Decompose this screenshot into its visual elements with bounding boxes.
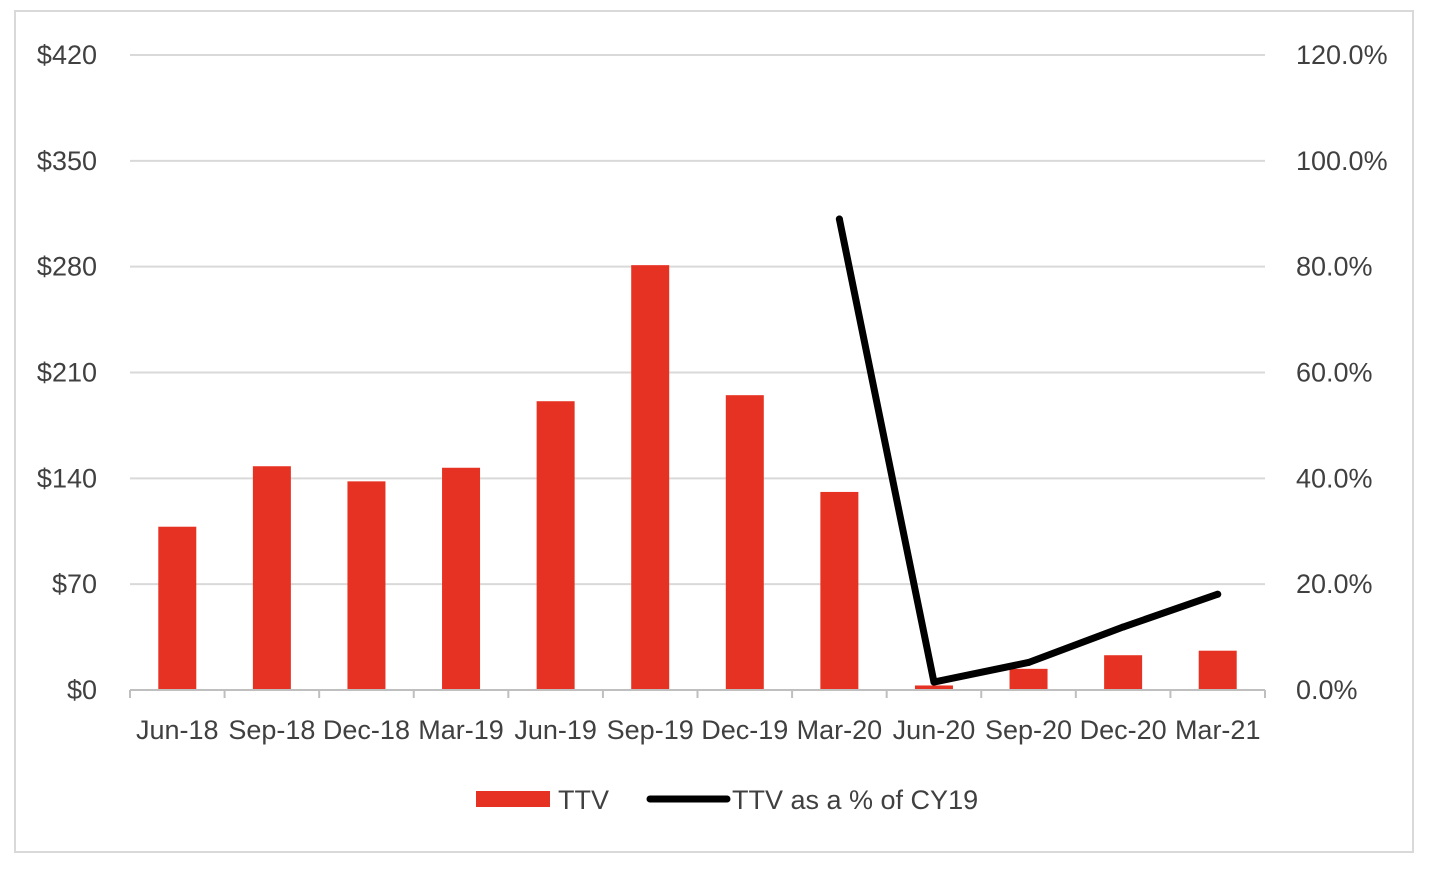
y-left-tick-label: $70	[52, 569, 97, 599]
y-right-tick-label: 40.0%	[1296, 463, 1373, 493]
y-right-tick-label: 20.0%	[1296, 569, 1373, 599]
bar-ttv	[1198, 650, 1237, 690]
y-left-tick-label: $0	[67, 675, 97, 705]
bar-ttv	[820, 491, 859, 690]
x-tick-label: Mar-21	[1175, 715, 1261, 745]
bar-ttv	[442, 467, 481, 690]
y-left-tick-label: $210	[37, 358, 97, 388]
x-tick-label: Jun-18	[136, 715, 219, 745]
bar-ttv	[725, 395, 764, 690]
x-tick-label: Dec-20	[1080, 715, 1167, 745]
x-tick-label: Dec-18	[323, 715, 410, 745]
x-tick-label: Mar-19	[418, 715, 504, 745]
bar-ttv	[158, 526, 197, 690]
x-tick-label: Sep-20	[985, 715, 1072, 745]
y-right-tick-label: 120.0%	[1296, 40, 1388, 70]
y-left-tick-label: $350	[37, 146, 97, 176]
y-right-tick-label: 60.0%	[1296, 358, 1373, 388]
y-left-tick-label: $420	[37, 40, 97, 70]
bar-ttv	[914, 685, 953, 690]
x-tick-label: Sep-18	[228, 715, 315, 745]
y-left-tick-label: $140	[37, 463, 97, 493]
x-tick-label: Jun-20	[893, 715, 976, 745]
y-left-tick-label: $280	[37, 252, 97, 282]
line-point	[1119, 623, 1127, 631]
legend-swatch-ttv	[476, 791, 550, 807]
chart-frame	[14, 10, 1414, 853]
line-point	[930, 678, 938, 686]
x-tick-label: Jun-19	[514, 715, 597, 745]
bar-ttv	[252, 466, 291, 690]
legend-label-line: TTV as a % of CY19	[732, 785, 978, 815]
bar-ttv	[1009, 668, 1048, 690]
y-right-tick-label: 0.0%	[1296, 675, 1358, 705]
line-point	[835, 215, 843, 223]
bar-ttv	[347, 481, 386, 690]
legend-label-ttv: TTV	[558, 785, 609, 815]
x-tick-label: Sep-19	[607, 715, 694, 745]
bar-ttv	[631, 265, 670, 690]
bar-ttv	[536, 401, 575, 690]
y-right-tick-label: 80.0%	[1296, 252, 1373, 282]
x-tick-label: Dec-19	[701, 715, 788, 745]
x-tick-label: Mar-20	[797, 715, 883, 745]
y-right-tick-label: 100.0%	[1296, 146, 1388, 176]
bar-ttv	[1104, 655, 1143, 690]
line-ttv-pct-cy19	[835, 215, 1222, 686]
line-point	[1214, 590, 1222, 598]
line-point	[1025, 658, 1033, 666]
